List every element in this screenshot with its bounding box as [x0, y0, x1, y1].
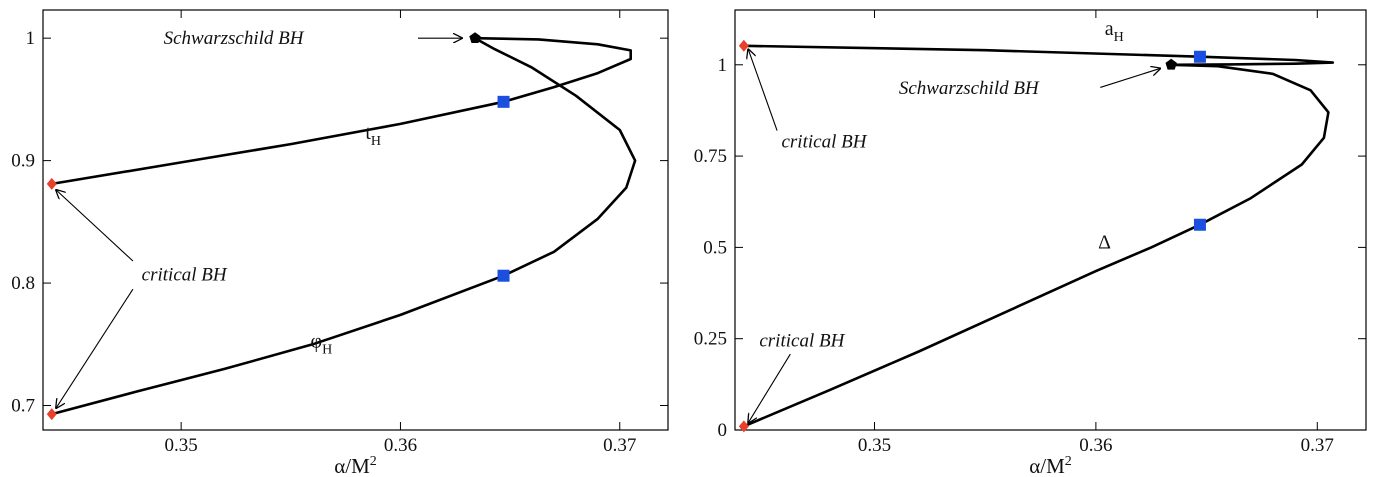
series-label-0: aH [1105, 18, 1124, 45]
series-label-1: Δ [1098, 231, 1111, 253]
annotation-text: critical BH [142, 264, 228, 285]
annotation-arrow [748, 353, 791, 423]
critical-bh-marker [46, 177, 57, 190]
schwarzschild-bh-marker [1165, 58, 1177, 70]
y-tick-label: 1 [26, 28, 36, 49]
y-tick-label: 0.7 [11, 396, 35, 417]
annotation-text: Schwarzschild BH [164, 28, 305, 49]
series-label-name: t [365, 122, 371, 144]
square-marker [497, 95, 510, 108]
critical-bh-marker [738, 420, 749, 433]
x-tick-label: 0.35 [165, 435, 198, 456]
series-line-0 [50, 36, 632, 186]
panel-1: 0.35 0.36 0.370.70.80.91α/M2tHφHSchwarzsch… [11, 9, 669, 477]
x-axis-title: α/M2 [334, 454, 377, 477]
y-tick-label: 0.5 [703, 237, 727, 258]
y-tick-label: 1 [718, 55, 728, 76]
plot-frame [42, 9, 669, 431]
y-tick-label: 0.25 [694, 329, 727, 350]
x-axis-title-sup: 2 [370, 454, 377, 469]
series-label-name: Δ [1098, 231, 1111, 253]
critical-bh-marker [738, 39, 749, 52]
x-axis-title-sup: 2 [1065, 454, 1072, 469]
series-label-name: φ [311, 330, 323, 352]
x-axis-title-main: α/M [1029, 454, 1065, 477]
series-label-sub: H [322, 342, 332, 357]
square-marker [497, 269, 510, 282]
series-line-1 [50, 36, 637, 416]
y-tick-label: 0.9 [11, 151, 35, 172]
annotation-text: Schwarzschild BH [899, 78, 1040, 99]
x-tick-label: 0.36 [1079, 435, 1112, 456]
series-label-1: φH [311, 330, 333, 357]
y-tick-label: 0.75 [694, 146, 727, 167]
series-line-1 [742, 63, 1330, 428]
square-marker [1193, 50, 1206, 63]
annotation-arrow [1100, 68, 1160, 88]
panel-2: 0.35 0.36 0.37 0 0.25 0.5 0.75 1 α/M2 aH Δ Schwarzs… [694, 9, 1367, 477]
y-tick-label: 0 [718, 420, 728, 441]
x-tick-label: 0.37 [603, 435, 636, 456]
x-axis-title-main: α/M [334, 454, 370, 477]
x-tick-label: 0.37 [1301, 435, 1334, 456]
series-label-sub: H [371, 134, 381, 149]
annotation-arrow [56, 190, 134, 262]
x-axis-title: α/M2 [1029, 454, 1072, 477]
series-label-sub: H [1114, 30, 1124, 45]
annotation-text: critical BH [781, 131, 867, 152]
plot-frame [734, 9, 1367, 431]
y-tick-label: 0.8 [11, 273, 35, 294]
x-tick-label: 0.36 [384, 435, 417, 456]
annotation-arrow [56, 288, 134, 408]
schwarzschild-bh-marker [469, 32, 481, 43]
square-marker [1193, 218, 1206, 231]
series-label-name: a [1105, 18, 1114, 40]
annotation-text: critical BH [759, 331, 845, 352]
series-label-0: tH [365, 122, 381, 149]
x-tick-label: 0.35 [858, 435, 891, 456]
annotation-arrow [748, 49, 778, 131]
critical-bh-marker [46, 408, 57, 421]
series-line-0 [742, 44, 1335, 67]
